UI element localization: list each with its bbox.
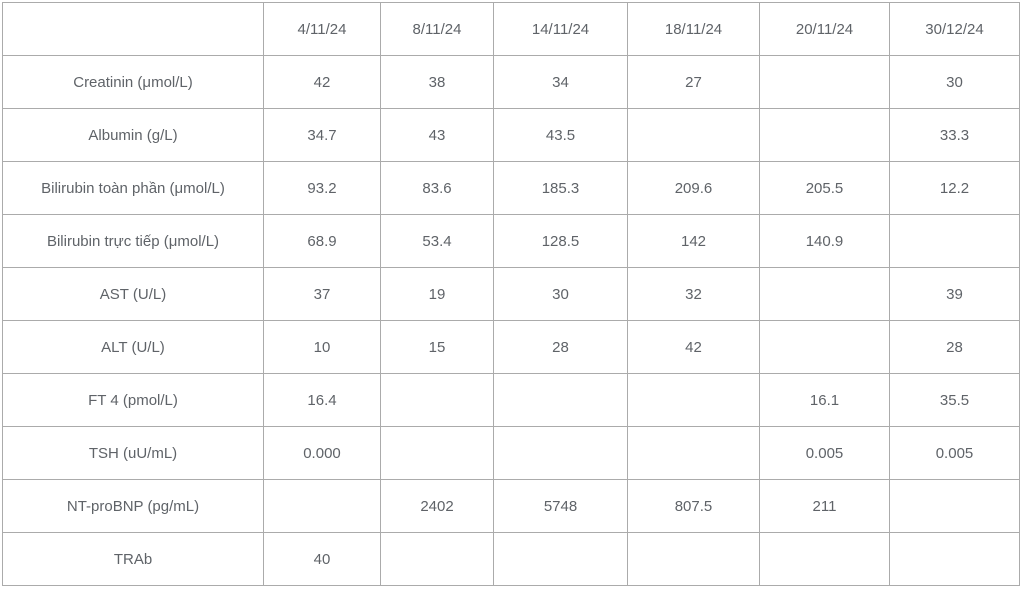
value-cell: 32 (627, 267, 760, 321)
value-cell (493, 532, 628, 586)
column-header-date: 14/11/24 (493, 2, 628, 56)
value-cell: 42 (263, 55, 381, 109)
value-cell: 93.2 (263, 161, 381, 215)
value-cell: 185.3 (493, 161, 628, 215)
table-row: Bilirubin toàn phần (μmol/L) 93.2 83.6 185.… (2, 161, 1020, 215)
value-cell (759, 267, 890, 321)
value-cell: 209.6 (627, 161, 760, 215)
value-cell: 40 (263, 532, 381, 586)
value-cell: 38 (380, 55, 494, 109)
value-cell: 16.1 (759, 373, 890, 427)
value-cell: 2402 (380, 479, 494, 533)
row-label-cell: Creatinin (μmol/L) (2, 55, 264, 109)
value-cell (627, 532, 760, 586)
value-cell (627, 373, 760, 427)
value-cell (380, 426, 494, 480)
row-label-cell: TRAb (2, 532, 264, 586)
row-label-cell: Bilirubin trực tiếp (μmol/L) (2, 214, 264, 268)
column-header-date: 30/12/24 (889, 2, 1020, 56)
column-header-date: 8/11/24 (380, 2, 494, 56)
table-row: NT-proBNP (pg/mL) 2402 5748 807.5 211 (2, 479, 1020, 533)
value-cell: 42 (627, 320, 760, 374)
column-header-date: 4/11/24 (263, 2, 381, 56)
value-cell: 12.2 (889, 161, 1020, 215)
table-row: TSH (uU/mL) 0.000 0.005 0.005 (2, 426, 1020, 480)
row-label-cell: Bilirubin toàn phần (μmol/L) (2, 161, 264, 215)
value-cell (627, 426, 760, 480)
value-cell: 142 (627, 214, 760, 268)
value-cell (889, 479, 1020, 533)
value-cell: 0.005 (889, 426, 1020, 480)
value-cell: 10 (263, 320, 381, 374)
value-cell: 39 (889, 267, 1020, 321)
value-cell: 19 (380, 267, 494, 321)
value-cell: 30 (889, 55, 1020, 109)
row-label-cell: Albumin (g/L) (2, 108, 264, 162)
column-header-date: 18/11/24 (627, 2, 760, 56)
value-cell: 205.5 (759, 161, 890, 215)
corner-cell (2, 2, 264, 56)
column-header-date: 20/11/24 (759, 2, 890, 56)
value-cell (493, 373, 628, 427)
table-row: Creatinin (μmol/L) 42 38 34 27 30 (2, 55, 1020, 109)
value-cell (889, 532, 1020, 586)
value-cell (889, 214, 1020, 268)
value-cell: 37 (263, 267, 381, 321)
value-cell: 28 (493, 320, 628, 374)
lab-results-table: 4/11/24 8/11/24 14/11/24 18/11/24 20/11/24 30… (2, 2, 1020, 586)
table-row: ALT (U/L) 10 15 28 42 28 (2, 320, 1020, 374)
value-cell: 27 (627, 55, 760, 109)
value-cell: 211 (759, 479, 890, 533)
table-header: 4/11/24 8/11/24 14/11/24 18/11/24 20/11/24 30… (2, 2, 1020, 56)
value-cell (380, 373, 494, 427)
table-body: Creatinin (μmol/L) 42 38 34 27 30 Albumin (g/L… (2, 55, 1020, 586)
value-cell (380, 532, 494, 586)
value-cell: 140.9 (759, 214, 890, 268)
value-cell: 5748 (493, 479, 628, 533)
row-label-cell: AST (U/L) (2, 267, 264, 321)
table-row: TRAb 40 (2, 532, 1020, 586)
value-cell: 43.5 (493, 108, 628, 162)
row-label-cell: ALT (U/L) (2, 320, 264, 374)
row-label-cell: NT-proBNP (pg/mL) (2, 479, 264, 533)
table-row: Bilirubin trực tiếp (μmol/L) 68.9 53.4 128.… (2, 214, 1020, 268)
value-cell: 28 (889, 320, 1020, 374)
value-cell (627, 108, 760, 162)
value-cell: 16.4 (263, 373, 381, 427)
value-cell (759, 320, 890, 374)
value-cell: 43 (380, 108, 494, 162)
value-cell: 34 (493, 55, 628, 109)
value-cell (759, 55, 890, 109)
value-cell: 30 (493, 267, 628, 321)
value-cell (759, 532, 890, 586)
table-row: AST (U/L) 37 19 30 32 39 (2, 267, 1020, 321)
value-cell: 0.000 (263, 426, 381, 480)
row-label-cell: TSH (uU/mL) (2, 426, 264, 480)
value-cell: 68.9 (263, 214, 381, 268)
value-cell (759, 108, 890, 162)
value-cell: 53.4 (380, 214, 494, 268)
value-cell: 35.5 (889, 373, 1020, 427)
value-cell: 83.6 (380, 161, 494, 215)
value-cell: 34.7 (263, 108, 381, 162)
header-row: 4/11/24 8/11/24 14/11/24 18/11/24 20/11/24 30… (2, 2, 1020, 56)
table-row: FT 4 (pmol/L) 16.4 16.1 35.5 (2, 373, 1020, 427)
row-label-cell: FT 4 (pmol/L) (2, 373, 264, 427)
value-cell: 15 (380, 320, 494, 374)
value-cell (493, 426, 628, 480)
value-cell: 807.5 (627, 479, 760, 533)
table-row: Albumin (g/L) 34.7 43 43.5 33.3 (2, 108, 1020, 162)
value-cell: 33.3 (889, 108, 1020, 162)
value-cell (263, 479, 381, 533)
value-cell: 128.5 (493, 214, 628, 268)
value-cell: 0.005 (759, 426, 890, 480)
